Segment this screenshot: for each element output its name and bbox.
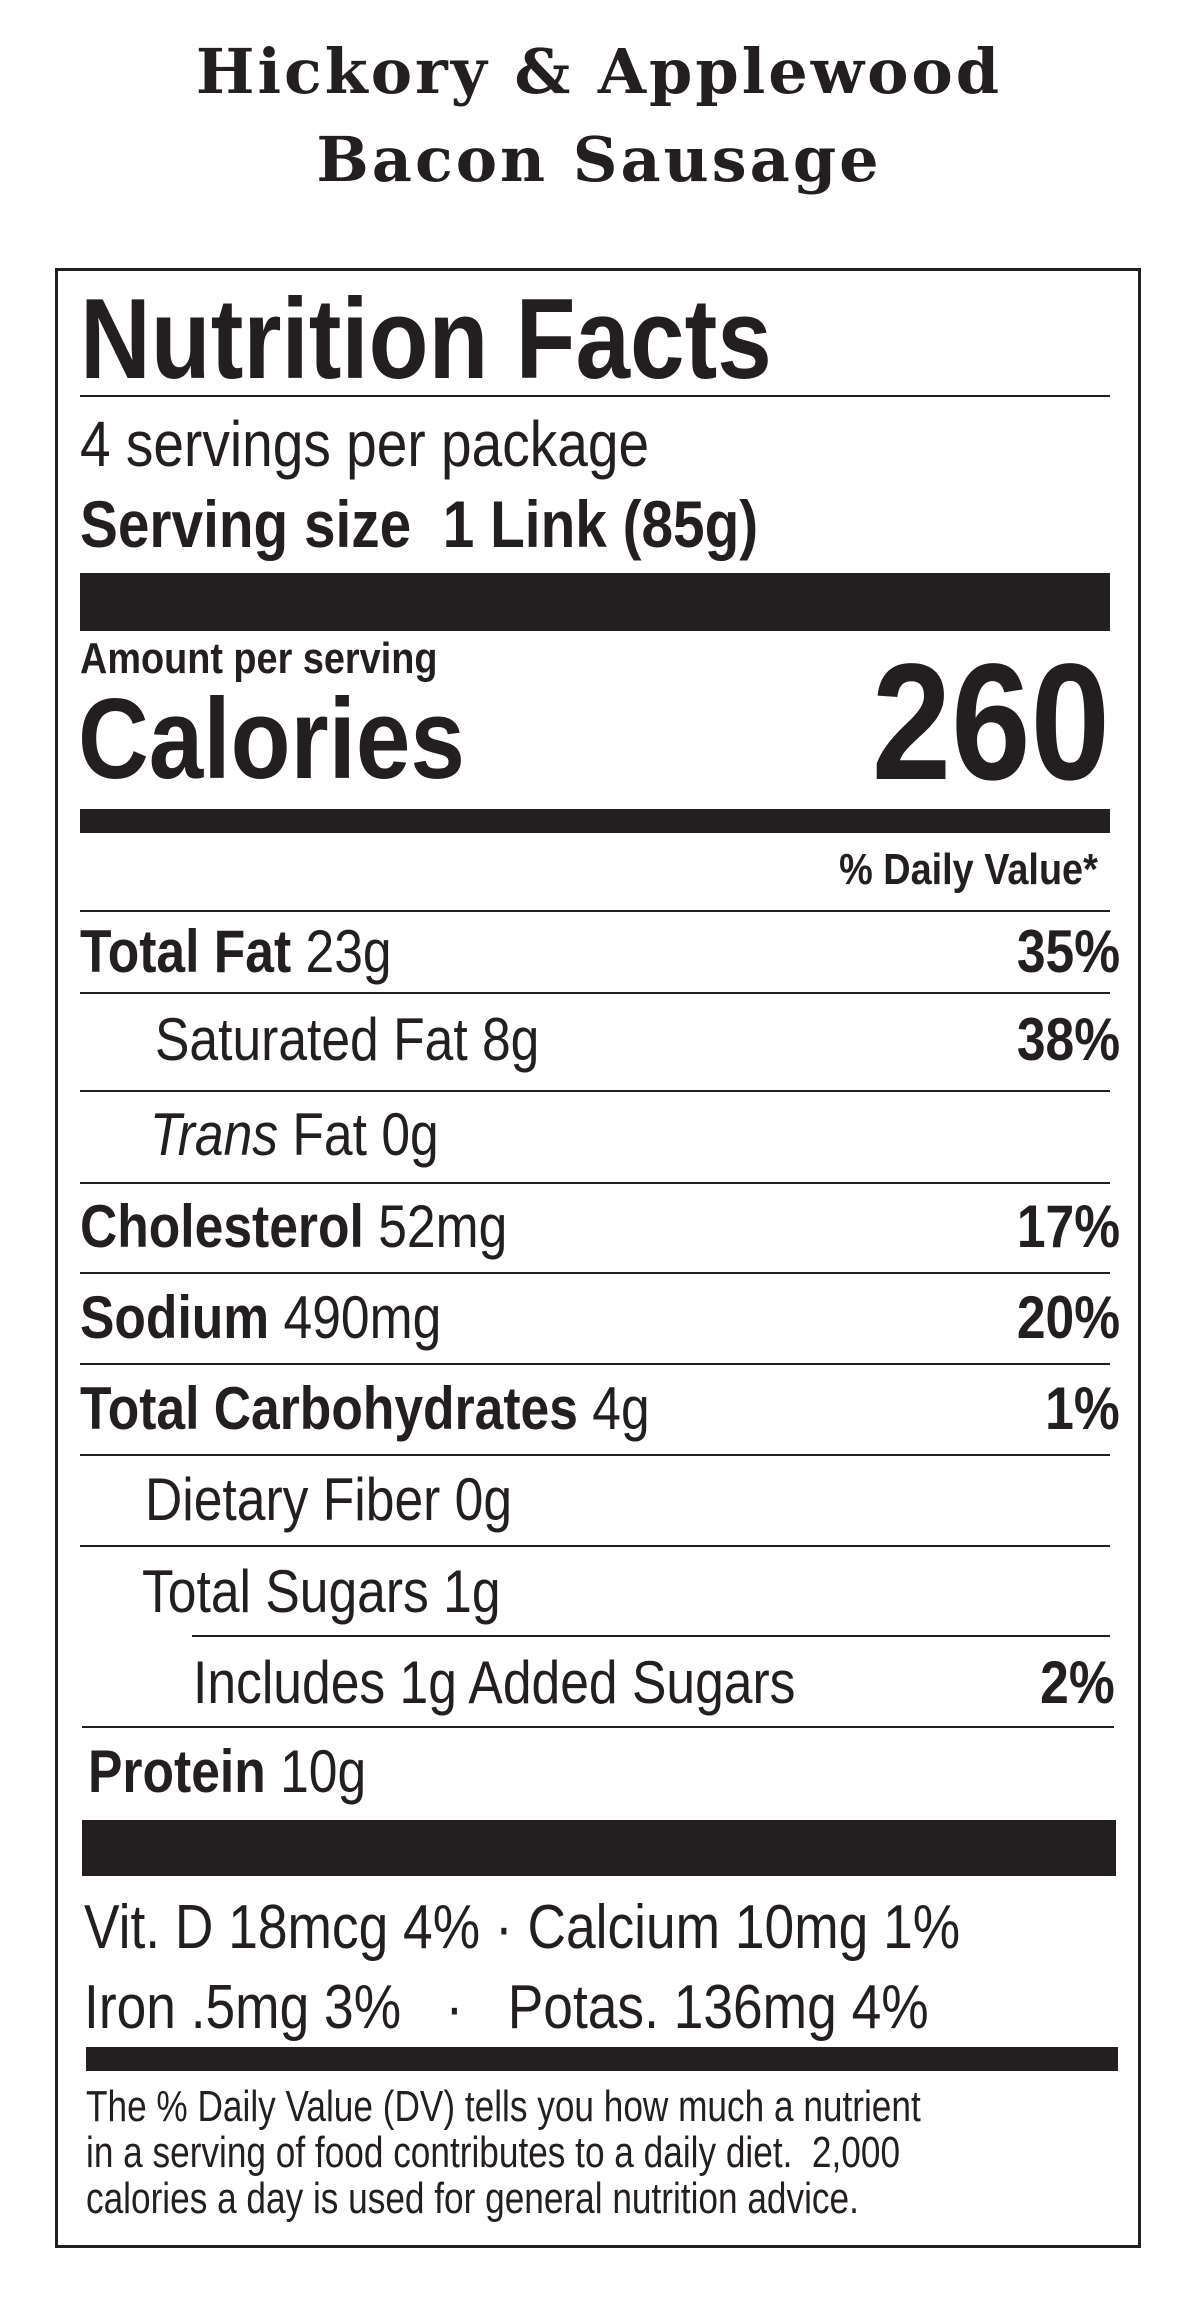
nutrient-row-total-sugars: Total Sugars 1g xyxy=(142,1558,501,1625)
nutrient-row-added-sugars: Includes 1g Added Sugars 2% xyxy=(193,1649,1115,1716)
serving-size: Serving size 1 Link (85g) xyxy=(80,487,759,561)
product-title-line2: Bacon Sausage xyxy=(316,123,882,196)
divider xyxy=(80,1454,1110,1456)
nutrition-label-box xyxy=(55,268,1141,2248)
nutrient-row-total-carbohydrates: Total Carbohydrates 4g 1% xyxy=(80,1375,1120,1442)
divider xyxy=(80,1090,1110,1092)
nutrient-row-saturated-fat: Saturated Fat 8g 38% xyxy=(155,1006,1120,1073)
nutrition-facts-heading: Nutrition Facts xyxy=(80,276,772,403)
calories-label: Calories xyxy=(78,676,465,803)
medium-divider xyxy=(86,2047,1118,2071)
nutrient-row-trans-fat: Trans Fat 0g xyxy=(150,1101,439,1168)
divider xyxy=(192,1635,1110,1637)
vitamins-line-1: Vit. D 18mcg 4% · Calcium 10mg 1% xyxy=(84,1893,961,1962)
divider xyxy=(80,1545,1110,1547)
servings-per-package: 4 servings per package xyxy=(80,408,650,480)
daily-value-header: % Daily Value* xyxy=(839,845,1098,894)
divider xyxy=(82,1726,1114,1728)
divider xyxy=(80,992,1110,994)
calories-value: 260 xyxy=(871,630,1110,815)
divider xyxy=(80,1272,1110,1274)
product-title-line1: Hickory & Applewood xyxy=(195,35,1003,108)
vitamins-line-2: Iron .5mg 3% · Potas. 136mg 4% xyxy=(84,1973,929,2042)
thick-divider xyxy=(80,573,1110,631)
divider xyxy=(80,395,1110,397)
nutrient-row-total-fat: Total Fat 23g 35% xyxy=(80,918,1120,985)
medium-divider xyxy=(80,809,1110,833)
nutrient-row-cholesterol: Cholesterol 52mg 17% xyxy=(80,1193,1120,1260)
nutrient-row-protein: Protein 10g xyxy=(88,1738,367,1805)
footnote: The % Daily Value (DV) tells you how muc… xyxy=(86,2082,921,2223)
amount-per-serving: Amount per serving xyxy=(80,634,438,683)
divider xyxy=(80,1363,1110,1365)
divider xyxy=(80,1182,1110,1184)
nutrient-row-dietary-fiber: Dietary Fiber 0g xyxy=(145,1466,513,1533)
nutrient-row-sodium: Sodium 490mg 20% xyxy=(80,1284,1120,1351)
divider xyxy=(80,910,1110,912)
thick-divider xyxy=(82,1820,1116,1876)
